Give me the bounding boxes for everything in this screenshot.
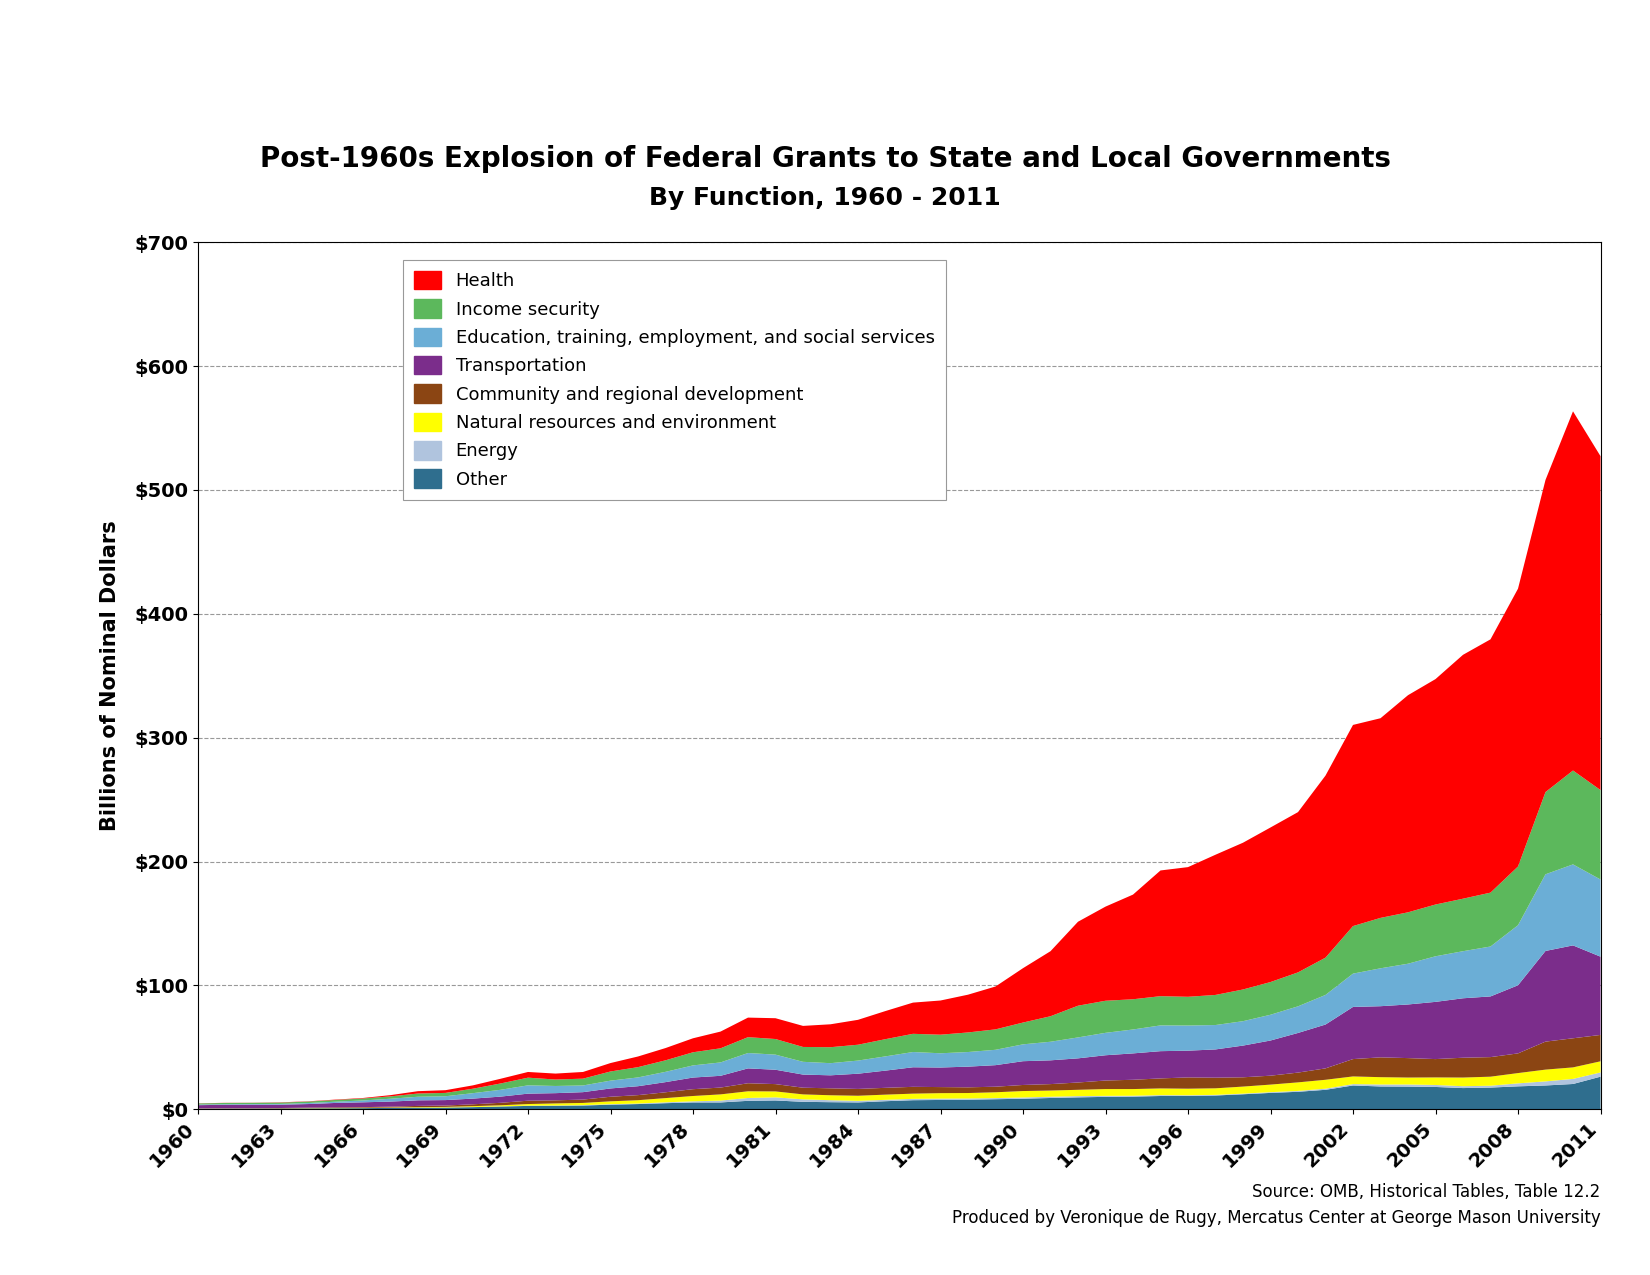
Text: Post-1960s Explosion of Federal Grants to State and Local Governments: Post-1960s Explosion of Federal Grants t… <box>259 145 1391 173</box>
Text: By Function, 1960 - 2011: By Function, 1960 - 2011 <box>648 186 1002 209</box>
Text: Produced by Veronique de Rugy, Mercatus Center at George Mason University: Produced by Veronique de Rugy, Mercatus … <box>952 1209 1600 1227</box>
Y-axis label: Billions of Nominal Dollars: Billions of Nominal Dollars <box>101 520 120 831</box>
Text: Source: OMB, Historical Tables, Table 12.2: Source: OMB, Historical Tables, Table 12… <box>1252 1183 1600 1201</box>
Legend: Health, Income security, Education, training, employment, and social services, T: Health, Income security, Education, trai… <box>403 260 945 500</box>
